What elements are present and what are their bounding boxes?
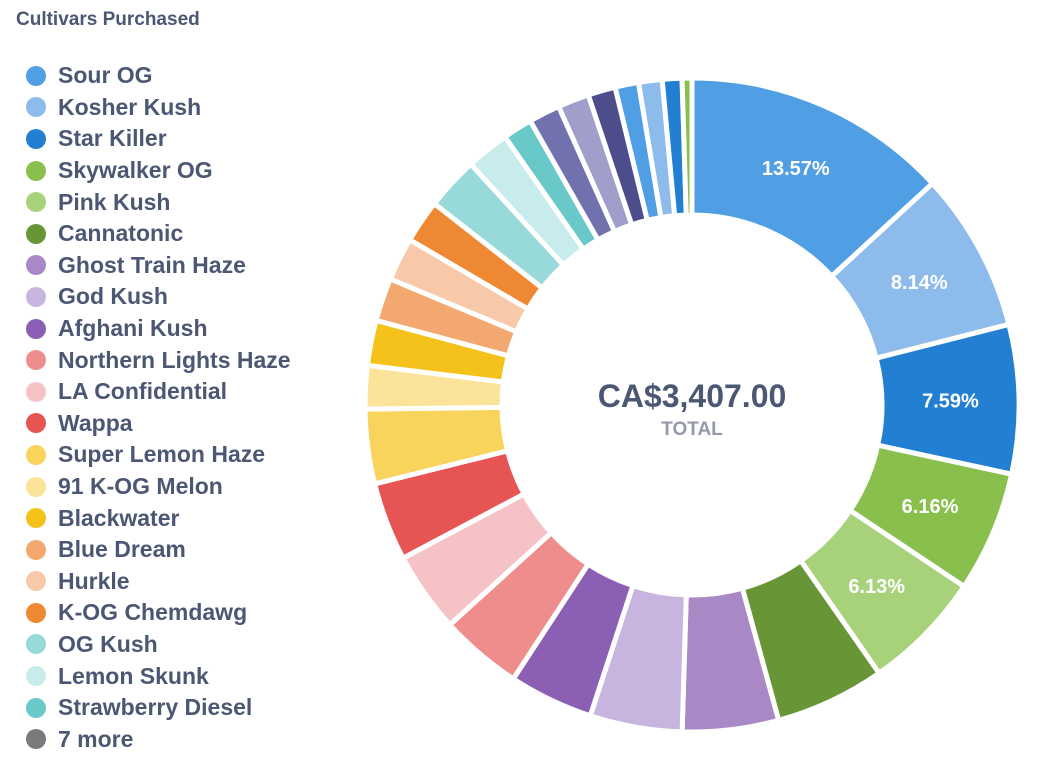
legend-label: Blue Dream xyxy=(58,536,186,563)
legend-swatch xyxy=(26,318,46,339)
chart-title: Cultivars Purchased xyxy=(16,9,200,30)
legend-swatch xyxy=(26,286,46,307)
slice-percent-label: 8.14% xyxy=(891,272,948,294)
legend-swatch xyxy=(26,97,46,118)
donut-slice-labels: 13.57% 8.14% 7.59% 6.16% 6.13% xyxy=(762,158,979,598)
legend-item[interactable]: Northern Lights Haze xyxy=(26,344,356,376)
legend-swatch xyxy=(26,350,46,371)
legend-label: Northern Lights Haze xyxy=(58,346,291,373)
legend-label: Hurkle xyxy=(58,567,130,594)
legend-label: Star Killer xyxy=(58,125,167,152)
donut-slices xyxy=(362,75,1022,735)
legend-swatch xyxy=(26,571,46,592)
legend-item[interactable]: Star Killer xyxy=(26,123,356,155)
legend-item[interactable]: Skywalker OG xyxy=(26,155,356,187)
legend-swatch xyxy=(26,413,46,434)
legend-item[interactable]: Lemon Skunk xyxy=(26,660,356,692)
legend-swatch xyxy=(26,634,46,655)
legend-label: OG Kush xyxy=(58,630,158,657)
legend-swatch xyxy=(26,381,46,402)
total-value: CA$3,407.00 xyxy=(598,378,787,414)
legend-label: Lemon Skunk xyxy=(58,662,209,689)
legend-swatch xyxy=(26,128,46,149)
legend-label: Ghost Train Haze xyxy=(58,251,246,278)
legend-item[interactable]: 7 more xyxy=(26,723,356,755)
legend-label: God Kush xyxy=(58,283,168,310)
legend-item[interactable]: Hurkle xyxy=(26,566,356,598)
legend-label: Afghani Kush xyxy=(58,315,208,342)
legend-swatch xyxy=(26,444,46,465)
legend-item[interactable]: Pink Kush xyxy=(26,186,356,218)
legend-swatch xyxy=(26,508,46,529)
legend-item[interactable]: K-OG Chemdawg xyxy=(26,597,356,629)
legend-swatch xyxy=(26,223,46,244)
slice-percent-label: 6.16% xyxy=(902,496,959,518)
legend-label: Strawberry Diesel xyxy=(58,694,253,721)
legend-swatch xyxy=(26,160,46,181)
legend-item[interactable]: Ghost Train Haze xyxy=(26,250,356,282)
legend-label: Kosher Kush xyxy=(58,93,202,120)
legend-item[interactable]: Blue Dream xyxy=(26,534,356,566)
legend-item[interactable]: Super Lemon Haze xyxy=(26,439,356,471)
legend-swatch xyxy=(26,255,46,276)
legend-label: Super Lemon Haze xyxy=(58,441,266,468)
slice-percent-label: 13.57% xyxy=(762,158,830,180)
total-label: TOTAL xyxy=(661,419,723,440)
slice-percent-label: 6.13% xyxy=(848,576,905,598)
legend-swatch xyxy=(26,65,46,86)
legend-label: Cannatonic xyxy=(58,220,184,247)
legend-item[interactable]: Strawberry Diesel xyxy=(26,692,356,724)
legend-item[interactable]: Blackwater xyxy=(26,502,356,534)
legend-item[interactable]: OG Kush xyxy=(26,629,356,661)
legend-label: Skywalker OG xyxy=(58,157,213,184)
legend-swatch xyxy=(26,697,46,718)
legend-label: Pink Kush xyxy=(58,188,171,215)
legend-item[interactable]: God Kush xyxy=(26,281,356,313)
legend-swatch xyxy=(26,539,46,560)
legend-swatch xyxy=(26,666,46,687)
legend-label: Sour OG xyxy=(58,62,153,89)
legend-swatch xyxy=(26,192,46,213)
legend-item[interactable]: Cannatonic xyxy=(26,218,356,250)
legend-item[interactable]: Kosher Kush xyxy=(26,92,356,124)
legend-item[interactable]: Afghani Kush xyxy=(26,313,356,345)
legend-label: LA Confidential xyxy=(58,378,228,405)
legend-item[interactable]: Wappa xyxy=(26,408,356,440)
legend-label: 7 more xyxy=(58,725,134,752)
legend-swatch xyxy=(26,476,46,497)
legend-item[interactable]: LA Confidential xyxy=(26,376,356,408)
donut-slice[interactable] xyxy=(679,75,695,218)
legend-swatch xyxy=(26,602,46,623)
legend-label: Blackwater xyxy=(58,504,180,531)
legend-label: Wappa xyxy=(58,409,133,436)
legend-item[interactable]: Sour OG xyxy=(26,60,356,92)
chart-legend: Sour OG Kosher Kush Star Killer Skywalker O… xyxy=(26,60,356,755)
legend-swatch xyxy=(26,729,46,750)
slice-percent-label: 7.59% xyxy=(922,390,979,412)
legend-item[interactable]: 91 K-OG Melon xyxy=(26,471,356,503)
legend-label: K-OG Chemdawg xyxy=(58,599,248,626)
legend-label: 91 K-OG Melon xyxy=(58,473,223,500)
